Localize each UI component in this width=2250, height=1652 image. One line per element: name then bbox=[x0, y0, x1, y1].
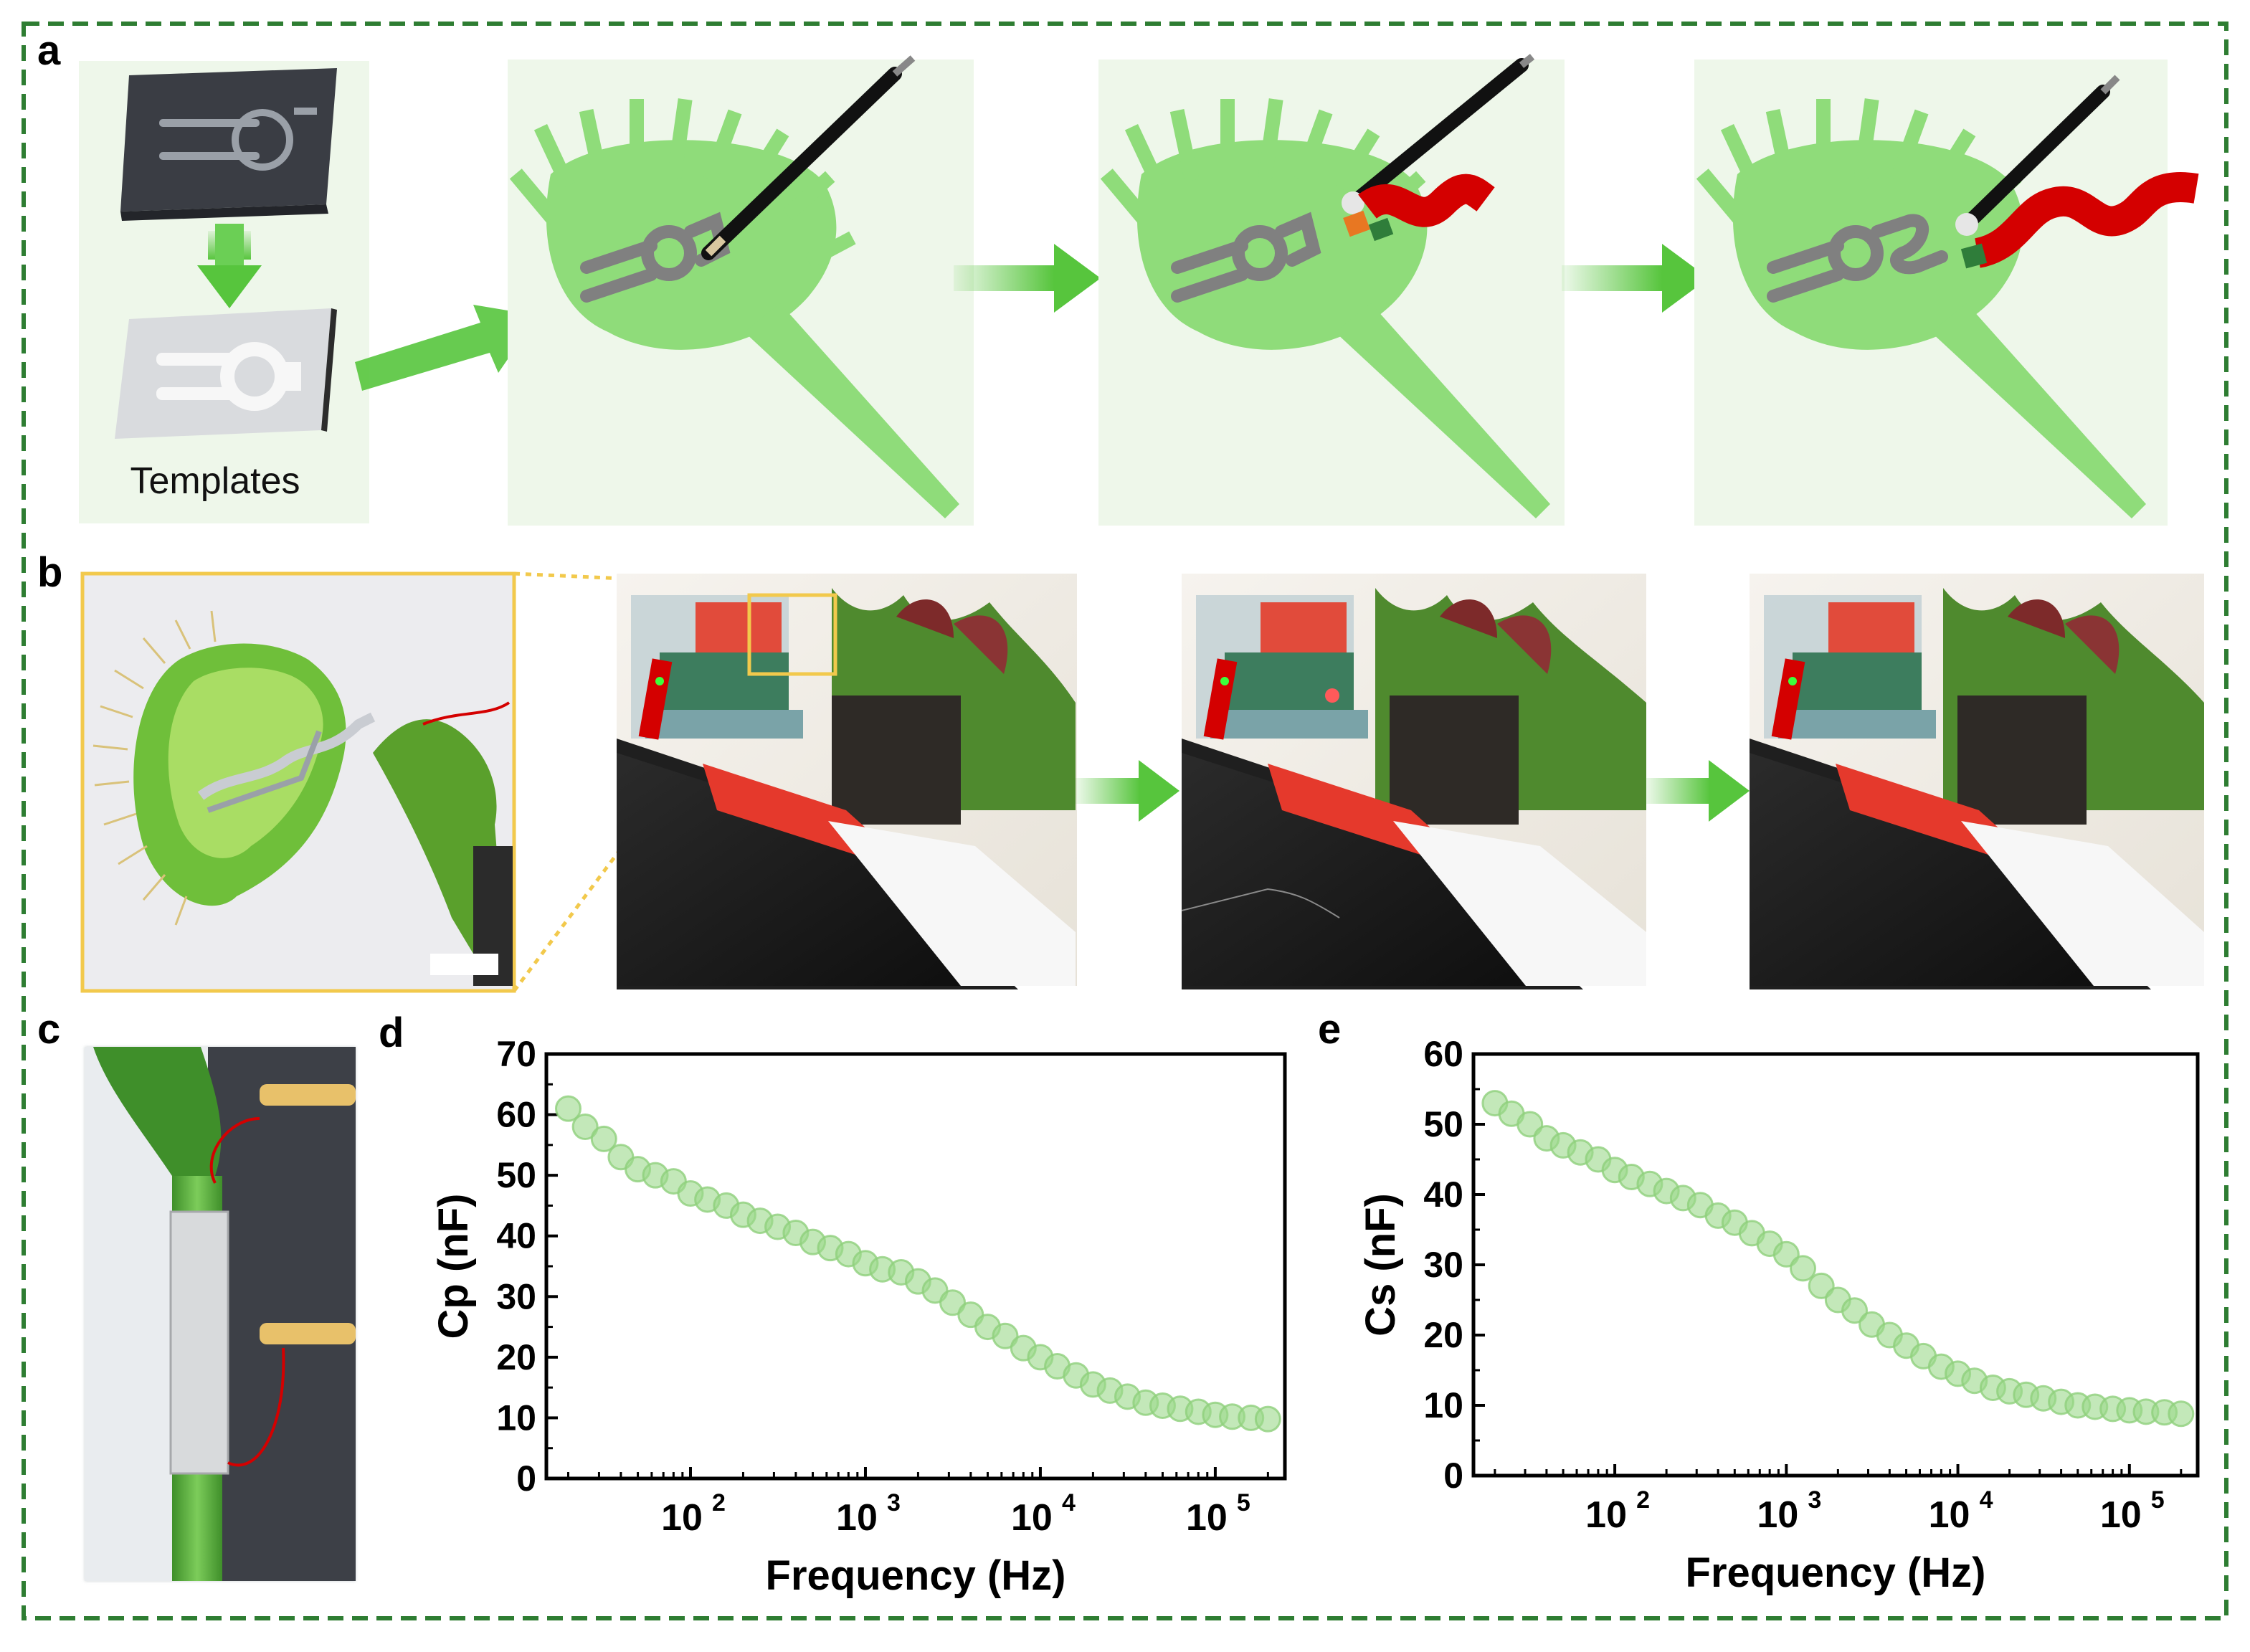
x-tick-exponent: 5 bbox=[2151, 1486, 2165, 1514]
y-tick-label: 60 bbox=[1423, 1034, 1463, 1074]
arrow-diagonal-icon bbox=[355, 305, 538, 391]
data-point bbox=[1254, 1405, 1281, 1433]
data-point bbox=[571, 1113, 599, 1140]
template-light bbox=[115, 308, 337, 439]
y-tick-label: 70 bbox=[496, 1034, 536, 1074]
liquid-metal-trace bbox=[1358, 174, 1495, 227]
panel-label-b: b bbox=[37, 549, 62, 596]
setup-photo-3 bbox=[1750, 574, 2204, 989]
y-tick-label: 0 bbox=[1443, 1456, 1463, 1496]
scale-bar bbox=[430, 954, 498, 975]
setup-photo-2 bbox=[1181, 574, 1646, 989]
data-point bbox=[939, 1289, 967, 1316]
panel-label-a: a bbox=[37, 27, 61, 74]
data-point bbox=[1790, 1255, 1817, 1282]
x-axis-label: Frequency (Hz) bbox=[1686, 1549, 1986, 1596]
panel-label-e: e bbox=[1318, 1006, 1341, 1053]
x-tick-exponent: 2 bbox=[712, 1489, 726, 1516]
templates-box: Templates bbox=[79, 61, 369, 523]
data-point bbox=[590, 1125, 617, 1152]
data-point bbox=[1841, 1297, 1869, 1324]
figure-border bbox=[22, 22, 2228, 1620]
chart-d: 0 10 20 30 40 50 60 70 10 2 10 3 10 4 10 5 Frequency (Hz… bbox=[430, 1034, 1287, 1599]
y-tick-label: 10 bbox=[1423, 1385, 1463, 1425]
y-tick-label: 30 bbox=[496, 1276, 536, 1316]
x-tick-label: 10 bbox=[836, 1497, 878, 1539]
pen-icon bbox=[701, 55, 916, 260]
x-tick-label: 10 bbox=[1186, 1497, 1228, 1539]
stem-sensor-photo bbox=[85, 1047, 356, 1581]
x-tick-label: 10 bbox=[2100, 1494, 2142, 1536]
data-point bbox=[554, 1095, 582, 1122]
arrow-down-icon bbox=[197, 224, 262, 308]
x-tick-exponent: 2 bbox=[1636, 1486, 1650, 1514]
y-tick-label: 0 bbox=[516, 1458, 536, 1499]
y-axis-label: Cp (nF) bbox=[430, 1194, 477, 1339]
arrow-right-icon bbox=[1646, 760, 1750, 822]
y-tick-label: 10 bbox=[496, 1397, 536, 1438]
leaf-step-3 bbox=[1694, 60, 2199, 526]
y-tick-label: 50 bbox=[1423, 1104, 1463, 1144]
leaf-step-1 bbox=[508, 55, 974, 526]
x-tick-exponent: 5 bbox=[1237, 1489, 1250, 1516]
panel-label-d: d bbox=[379, 1010, 404, 1056]
y-tick-label: 40 bbox=[1423, 1174, 1463, 1215]
data-point bbox=[2168, 1400, 2195, 1428]
y-tick-label: 50 bbox=[496, 1155, 536, 1195]
x-tick-label: 10 bbox=[1585, 1494, 1627, 1536]
y-tick-label: 20 bbox=[1423, 1315, 1463, 1355]
y-axis-label: Cs (nF) bbox=[1357, 1193, 1404, 1337]
x-tick-label: 10 bbox=[661, 1497, 703, 1539]
flytrap-closeup-photo bbox=[80, 571, 516, 993]
panel-label-c: c bbox=[37, 1006, 60, 1053]
pen-icon bbox=[1342, 54, 1535, 214]
x-tick-exponent: 3 bbox=[1808, 1486, 1821, 1514]
arrow-right-icon bbox=[1076, 760, 1179, 822]
x-axis-label: Frequency (Hz) bbox=[766, 1552, 1066, 1599]
y-tick-label: 30 bbox=[1423, 1245, 1463, 1285]
arrow-right-icon bbox=[1562, 244, 1709, 313]
x-tick-exponent: 4 bbox=[1062, 1489, 1076, 1516]
template-dark bbox=[120, 68, 337, 221]
pen-icon bbox=[1955, 75, 2120, 236]
x-tick-label: 10 bbox=[1757, 1494, 1798, 1536]
x-tick-exponent: 4 bbox=[1980, 1486, 1993, 1514]
y-tick-label: 20 bbox=[496, 1337, 536, 1377]
x-tick-label: 10 bbox=[1011, 1497, 1053, 1539]
data-point bbox=[992, 1322, 1019, 1349]
templates-label: Templates bbox=[130, 460, 300, 502]
x-tick-label: 10 bbox=[1929, 1494, 1970, 1536]
arrow-right-icon bbox=[954, 244, 1101, 313]
y-tick-label: 40 bbox=[496, 1216, 536, 1256]
leaf-step-2 bbox=[1098, 54, 1565, 526]
chart-e: 0 10 20 30 40 50 60 10 2 10 3 10 4 10 5 Frequency (Hz) C… bbox=[1357, 1034, 2200, 1596]
setup-photo-1 bbox=[617, 574, 1077, 989]
liquid-metal-trace bbox=[1974, 172, 2199, 268]
y-tick-label: 60 bbox=[496, 1095, 536, 1135]
x-tick-exponent: 3 bbox=[887, 1489, 901, 1516]
